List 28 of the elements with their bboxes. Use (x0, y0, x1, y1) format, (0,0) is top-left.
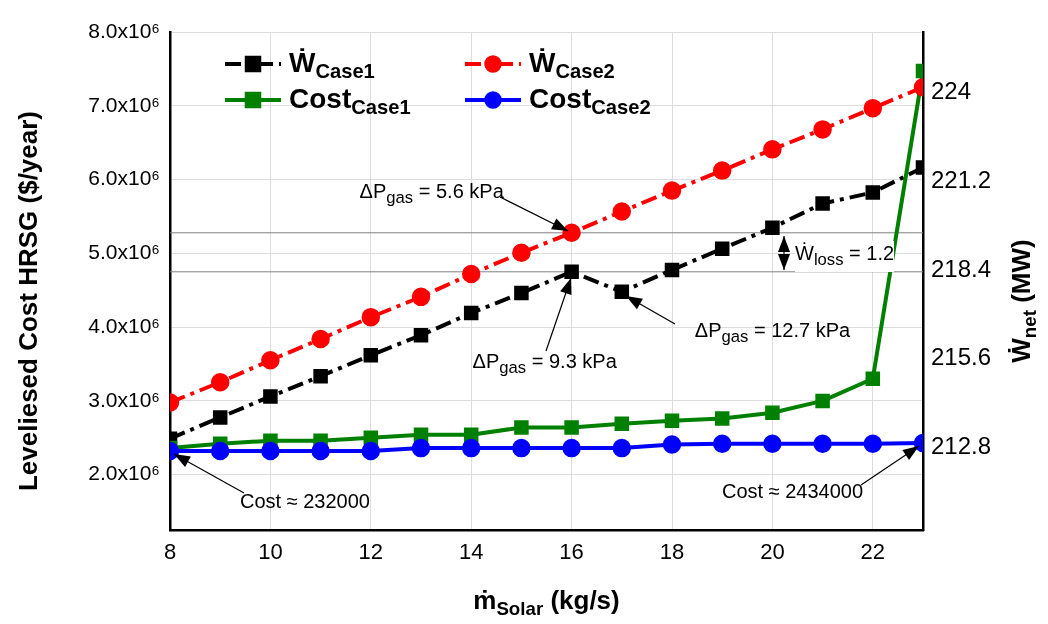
y-tick-label: 2.0x10⁶ (88, 461, 160, 485)
y2-tick-label: 224 (931, 76, 972, 104)
annotation: Ẇ$_{loss}$ = 1.2 (795, 241, 895, 272)
x-tick-label: 12 (358, 539, 384, 565)
y2-axis-title: Ẇnet (MW) (1006, 239, 1040, 363)
y2-tick-label: 212.8 (931, 432, 992, 460)
annotation: Cost ≈ 2434000 (722, 478, 864, 503)
annotation: ΔP$_{gas}$ = 5.6 kPa (359, 179, 504, 210)
annotation: ΔP$_{gas}$ = 9.3 kPa (472, 349, 617, 380)
y-tick-label: 5.0x10⁶ (88, 240, 160, 264)
y-tick-label: 3.0x10⁶ (88, 387, 160, 411)
y-tick-label: 7.0x10⁶ (88, 92, 160, 116)
x-tick-label: 16 (559, 539, 584, 565)
y-tick-label: 4.0x10⁶ (88, 313, 160, 337)
y2-tick-label: 221.2 (931, 165, 992, 193)
x-tick-label: 20 (760, 539, 785, 565)
y2-tick-label: 218.4 (931, 254, 992, 282)
annotation: Cost ≈ 232000 (240, 489, 370, 514)
x-tick-label: 22 (860, 539, 886, 565)
y2-tick-label: 215.6 (931, 343, 992, 371)
y-axis-title: Leveliesed Cost HRSG ($/year) (13, 110, 44, 492)
y-tick-label: 8.0x10⁶ (88, 18, 160, 42)
x-tick-label: 8 (163, 539, 177, 565)
y-tick-label: 6.0x10⁶ (88, 166, 160, 190)
x-tick-label: 14 (458, 539, 484, 565)
annotation: ΔP$_{gas}$ = 12.7 kPa (694, 318, 851, 349)
x-tick-label: 18 (659, 539, 685, 565)
x-tick-label: 10 (258, 539, 283, 565)
